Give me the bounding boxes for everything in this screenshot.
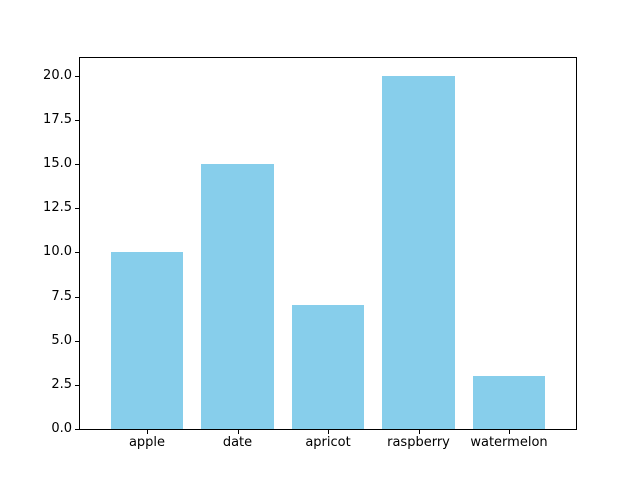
bar-watermelon <box>472 376 546 429</box>
y-tick-mark <box>75 296 79 298</box>
y-tick-label-2.5: 2.5 <box>51 376 72 392</box>
y-tick-label-15.0: 15.0 <box>43 156 72 171</box>
y-tick-label-10.0: 10.0 <box>43 244 72 260</box>
y-tick-mark <box>75 75 79 77</box>
y-tick-mark <box>75 384 79 386</box>
y-tick-label-7.5: 7.5 <box>51 288 72 304</box>
y-tick-mark <box>75 208 79 210</box>
x-tick-mark <box>328 430 329 434</box>
bar-date <box>201 164 274 429</box>
x-tick-mark <box>509 430 510 434</box>
y-tick-mark <box>75 164 79 165</box>
x-tick-mark <box>418 430 420 434</box>
x-tick-label-raspberry: raspberry <box>387 435 450 450</box>
bar-apricot <box>291 305 365 429</box>
y-tick-label-5.0: 5.0 <box>51 332 72 348</box>
y-tick-mark <box>75 119 79 121</box>
x-tick-label-apple: apple <box>128 435 166 450</box>
y-tick-mark <box>75 252 79 254</box>
plot-area: 0.0 2.5 5.0 7.5 10.0 12.5 15.0 17.5 20.0 apple da… <box>43 57 577 450</box>
x-tick-mark <box>237 430 239 434</box>
y-tick-mark <box>75 429 79 430</box>
y-tick-label-17.5: 17.5 <box>43 111 72 127</box>
y-tick-mark <box>75 340 79 342</box>
x-tick-label-apricot: apricot <box>305 435 351 450</box>
y-tick-label-0.0: 0.0 <box>51 421 72 436</box>
x-tick-label-watermelon: watermelon <box>470 435 548 450</box>
x-tick-mark <box>147 430 148 434</box>
y-tick-label-20.0: 20.0 <box>43 67 72 83</box>
x-tick-label-date: date <box>222 435 253 450</box>
bar-apple <box>110 252 184 429</box>
y-tick-label-12.5: 12.5 <box>43 200 72 216</box>
bar-raspberry <box>382 75 455 429</box>
